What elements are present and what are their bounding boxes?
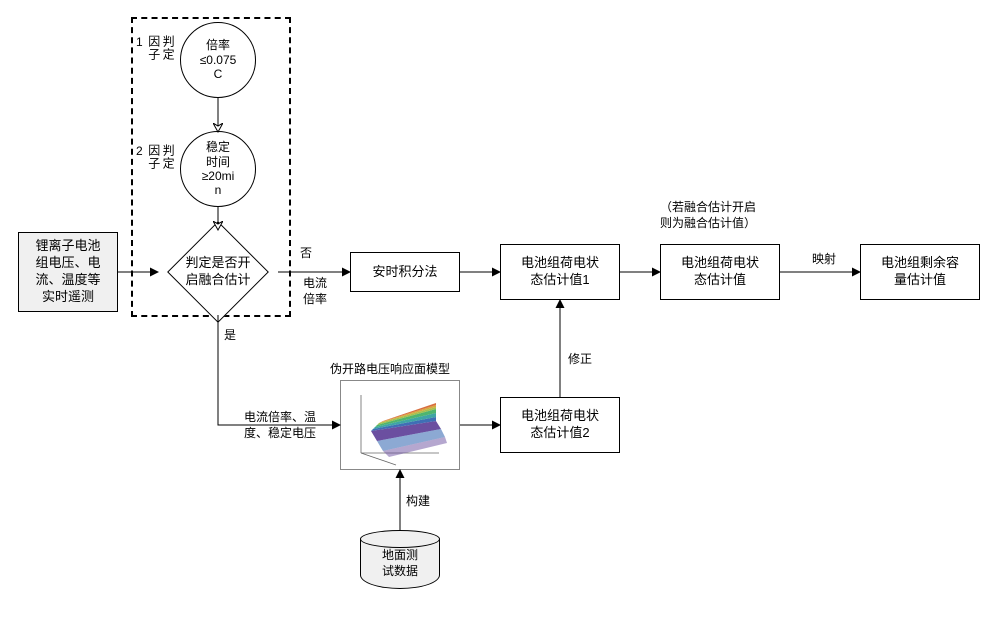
response-surface-chart xyxy=(340,380,460,470)
label-build: 构建 xyxy=(406,494,430,510)
factor1-text: 判定因子1 xyxy=(132,35,175,61)
soc2-text: 电池组荷电状态估计值2 xyxy=(521,408,599,442)
label-fix: 修正 xyxy=(568,352,592,368)
label-current-rate: 电流倍率 xyxy=(298,276,332,307)
soc-box: 电池组荷电状态估计值 xyxy=(660,244,780,300)
telemetry-box: 锂离子电池组电压、电流、温度等实时遥测 xyxy=(18,232,118,312)
decision-text: 判定是否开启融合估计 xyxy=(185,255,250,289)
ah-integration-text: 安时积分法 xyxy=(372,264,437,281)
ah-integration-box: 安时积分法 xyxy=(350,252,460,292)
label-yes: 是 xyxy=(224,328,236,344)
soc1-text: 电池组荷电状态估计值1 xyxy=(521,255,599,289)
factor-label-1: 判定因子1 xyxy=(132,35,175,61)
circle-rate: 倍率≤0.075C xyxy=(180,22,256,98)
model-label: 伪开路电压响应面模型 xyxy=(330,362,450,378)
label-ctv: 电流倍率、温度、稳定电压 xyxy=(244,410,334,441)
soc1-box: 电池组荷电状态估计值1 xyxy=(500,244,620,300)
decision-diamond: 判定是否开启融合估计 xyxy=(158,229,278,315)
factor2-text: 判定因子2 xyxy=(132,144,175,170)
label-note: （若融合估计开启则为融合估计值） xyxy=(660,200,800,231)
remaining-text: 电池组剩余容量估计值 xyxy=(881,255,959,289)
label-no: 否 xyxy=(300,246,312,262)
circle-time: 稳定时间≥20min xyxy=(180,131,256,207)
circle-rate-text: 倍率≤0.075C xyxy=(200,38,237,81)
circle-time-text: 稳定时间≥20min xyxy=(202,140,235,198)
db-text: 地面测试数据 xyxy=(382,548,418,579)
label-map: 映射 xyxy=(812,252,836,268)
factor-label-2: 判定因子2 xyxy=(132,144,175,170)
remaining-box: 电池组剩余容量估计值 xyxy=(860,244,980,300)
soc-text: 电池组荷电状态估计值 xyxy=(681,255,759,289)
ground-test-db: 地面测试数据 xyxy=(360,530,440,589)
telemetry-text: 锂离子电池组电压、电流、温度等实时遥测 xyxy=(35,238,100,306)
soc2-box: 电池组荷电状态估计值2 xyxy=(500,397,620,453)
